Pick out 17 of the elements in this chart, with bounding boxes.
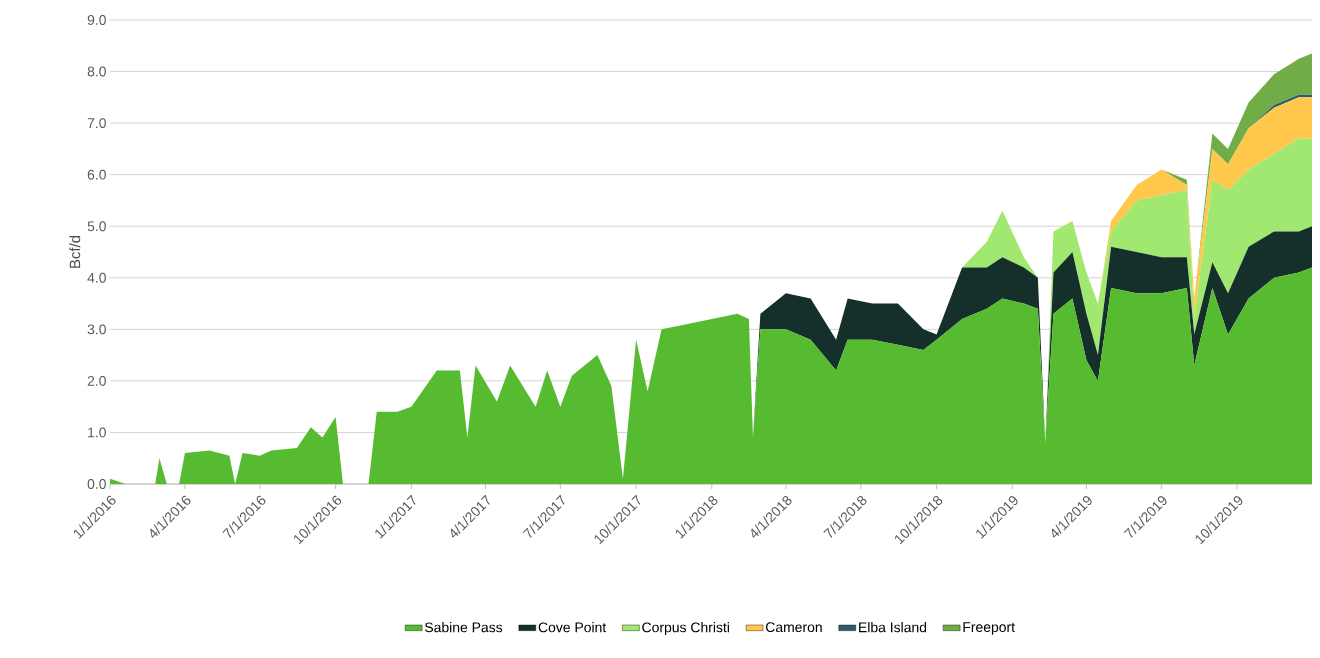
- y-tick-label: 0.0: [87, 479, 106, 489]
- y-tick-label: 8.0: [87, 66, 106, 77]
- y-axis-title: Bcf/d: [69, 235, 81, 268]
- y-tick-label: 3.0: [87, 324, 106, 335]
- y-tick-label: 9.0: [87, 15, 106, 25]
- legend-label: Corpus Christi: [642, 622, 729, 636]
- y-tick-label: 7.0: [87, 118, 106, 129]
- y-tick-label: 4.0: [87, 272, 106, 283]
- legend-label: Sabine Pass: [424, 622, 503, 633]
- legend-label: Cameron: [765, 622, 822, 633]
- y-tick-label: 1.0: [88, 427, 106, 438]
- y-tick-label: 6.0: [87, 169, 106, 180]
- y-tick-label: 5.0: [87, 221, 106, 232]
- legend-label: Cove Point: [538, 622, 607, 633]
- legend-label: Elba Island: [859, 622, 927, 633]
- legend-label: Freeport: [963, 622, 1015, 635]
- y-tick-label: 2.0: [87, 375, 106, 386]
